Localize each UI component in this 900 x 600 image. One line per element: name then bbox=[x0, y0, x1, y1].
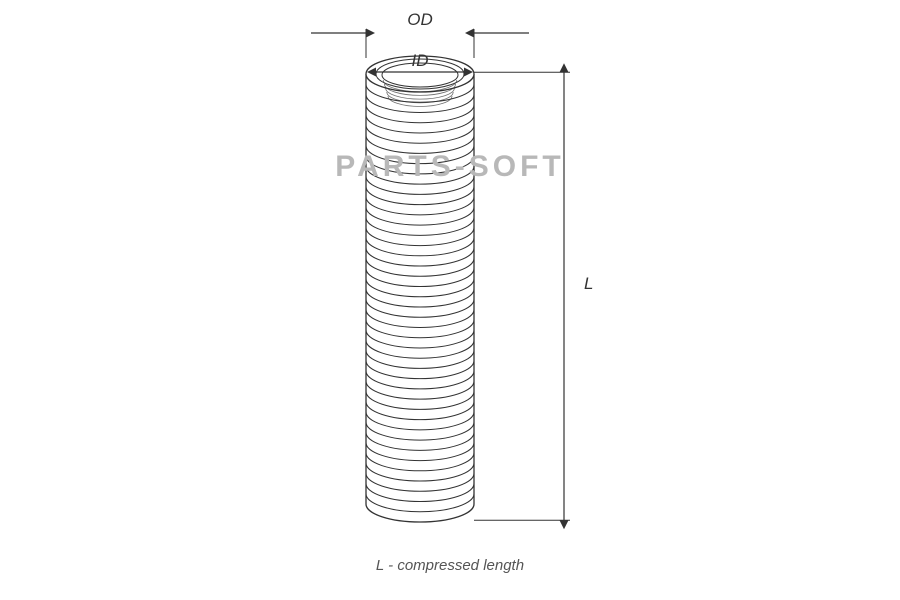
label-id: ID bbox=[412, 51, 429, 70]
label-od: OD bbox=[407, 10, 433, 29]
diagram-stage: ODIDLL - compressed length PARTS-SOFT bbox=[0, 0, 900, 600]
diagram-svg: OD ID L L - compressed length bbox=[0, 0, 900, 600]
caption: L - compressed length bbox=[376, 557, 524, 574]
label-l: L bbox=[584, 274, 593, 293]
